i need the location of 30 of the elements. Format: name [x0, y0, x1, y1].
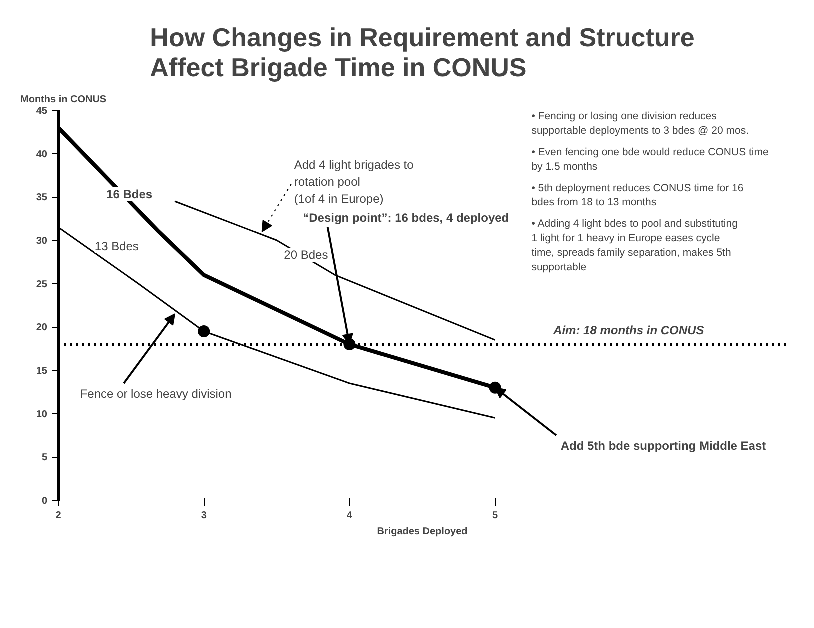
y-tick-label: 40 [36, 149, 48, 160]
y-tick-label: 0 [42, 496, 48, 507]
annotation: Fence or lose heavy division [80, 386, 232, 401]
annotation: • Even fencing one bde would reduce CONUS time by 1.5 months [532, 146, 769, 173]
x-axis-title: Brigades Deployed [377, 526, 468, 538]
series-label: 16 Bdes [106, 188, 153, 202]
series-label: 20 Bdes [284, 248, 328, 262]
y-tick-label: 25 [36, 279, 48, 290]
annotation: • Fencing or losing one division reduces supportable deployments to 3 bdes @ 20 mos. [532, 110, 749, 137]
annotation: Add 4 light brigades to rotation pool (1of 4 in Europe) [294, 158, 414, 206]
x-tick-label: 4 [346, 510, 353, 522]
y-tick-label: 15 [36, 366, 48, 377]
series-label: 13 Bdes [94, 240, 139, 254]
ref-line-label: Aim: 18 months in CONUS [552, 324, 704, 338]
y-tick-label: 5 [42, 452, 48, 464]
y-tick-label: 35 [36, 192, 48, 204]
y-tick-label: 10 [36, 409, 48, 420]
chart-title: How Changes in Requirement and Structure Affect Brigade Time in CONUS [150, 22, 695, 82]
annotation: • 5th deployment reduces CONUS time for 16 bdes from 18 to 13 months [532, 182, 744, 209]
x-tick-label: 3 [201, 510, 208, 522]
y-axis-title: Months in CONUS [20, 94, 107, 106]
y-tick-label: 20 [36, 322, 48, 334]
y-tick-label: 45 [36, 106, 48, 117]
annotation: • Adding 4 light bdes to pool and substituting 1 light for 1 heavy in Europe eases cycle time, spreads family separation, makes 5th supportable [532, 218, 738, 274]
x-tick-label: 5 [492, 510, 499, 522]
y-tick-label: 30 [36, 236, 48, 247]
annotation: “Design point”: 16 bdes, 4 deployed [303, 210, 510, 225]
point [198, 326, 210, 338]
annotation: Add 5th bde supporting Middle East [560, 438, 766, 453]
x-tick-label: 2 [56, 510, 62, 522]
